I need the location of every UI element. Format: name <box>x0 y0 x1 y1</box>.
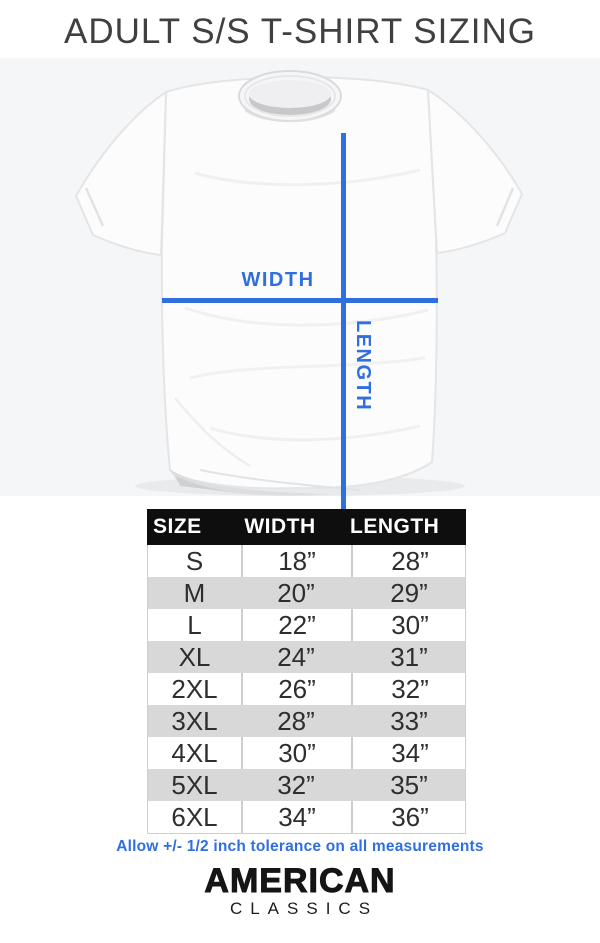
table-row: XL 24” 31” <box>148 641 465 673</box>
length-cell: 28” <box>351 545 467 577</box>
table-row: 4XL 30” 34” <box>148 737 465 769</box>
brand-name: AMERICAN <box>204 862 396 900</box>
length-cell: 29” <box>390 578 428 608</box>
size-cell: S <box>185 546 204 576</box>
width-cell: 24” <box>277 642 315 672</box>
length-cell: 34” <box>351 737 467 769</box>
size-cell: XL <box>178 642 211 672</box>
table-row: L 22” 30” <box>148 609 465 641</box>
width-cell: 28” <box>277 706 315 736</box>
size-cell: 2XL <box>171 674 218 704</box>
size-cell: 3XL <box>171 706 218 736</box>
brand-subname: CLASSICS <box>229 899 379 918</box>
width-measure-line <box>162 298 438 303</box>
size-table: SIZE WIDTH LENGTH S 18” 28” M 20” 29” L … <box>147 509 466 834</box>
width-cell: 18” <box>241 545 351 577</box>
brand-logo: AMERICAN CLASSICS <box>0 864 600 919</box>
width-measure-label: WIDTH <box>241 269 315 291</box>
size-cell: M <box>183 578 206 608</box>
width-cell: 34” <box>241 801 351 833</box>
table-row: 5XL 32” 35” <box>148 769 465 801</box>
table-row: S 18” 28” <box>148 545 465 577</box>
width-cell: 32” <box>277 770 315 800</box>
size-cell: 5XL <box>171 770 218 800</box>
length-cell: 30” <box>351 609 467 641</box>
size-table-body: S 18” 28” M 20” 29” L 22” 30” XL 24” 31”… <box>148 545 465 833</box>
length-measure-label: LENGTH <box>352 320 374 412</box>
table-row: 6XL 34” 36” <box>148 801 465 833</box>
header-size: SIZE <box>153 515 202 538</box>
table-row: 2XL 26” 32” <box>148 673 465 705</box>
length-cell: 32” <box>351 673 467 705</box>
header-width: WIDTH <box>244 515 316 538</box>
width-cell: 22” <box>241 609 351 641</box>
tolerance-note: Allow +/- 1/2 inch tolerance on all meas… <box>116 838 484 855</box>
size-cell: 4XL <box>171 738 218 768</box>
tshirt-illustration <box>0 58 600 496</box>
tshirt-photo: WIDTH LENGTH <box>0 58 600 554</box>
header-length: LENGTH <box>350 515 440 538</box>
width-cell: 30” <box>241 737 351 769</box>
length-cell: 31” <box>390 642 428 672</box>
length-cell: 33” <box>390 706 428 736</box>
page-title: ADULT S/S T-SHIRT SIZING <box>64 12 536 51</box>
length-cell: 36” <box>351 801 467 833</box>
width-cell: 20” <box>277 578 315 608</box>
size-cell: L <box>187 610 202 640</box>
size-cell: 6XL <box>171 802 218 832</box>
width-cell: 26” <box>241 673 351 705</box>
table-row: 3XL 28” 33” <box>148 705 465 737</box>
length-cell: 35” <box>390 770 428 800</box>
table-row: M 20” 29” <box>148 577 465 609</box>
length-measure-line <box>341 133 346 554</box>
size-table-header: SIZE WIDTH LENGTH <box>147 509 466 545</box>
